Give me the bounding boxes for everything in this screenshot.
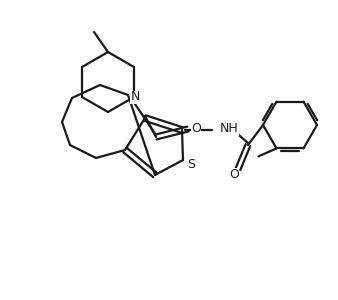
Text: N: N xyxy=(130,91,140,103)
Text: O: O xyxy=(191,122,201,134)
Text: S: S xyxy=(187,158,195,170)
Text: O: O xyxy=(229,167,239,181)
Text: NH: NH xyxy=(220,122,239,136)
